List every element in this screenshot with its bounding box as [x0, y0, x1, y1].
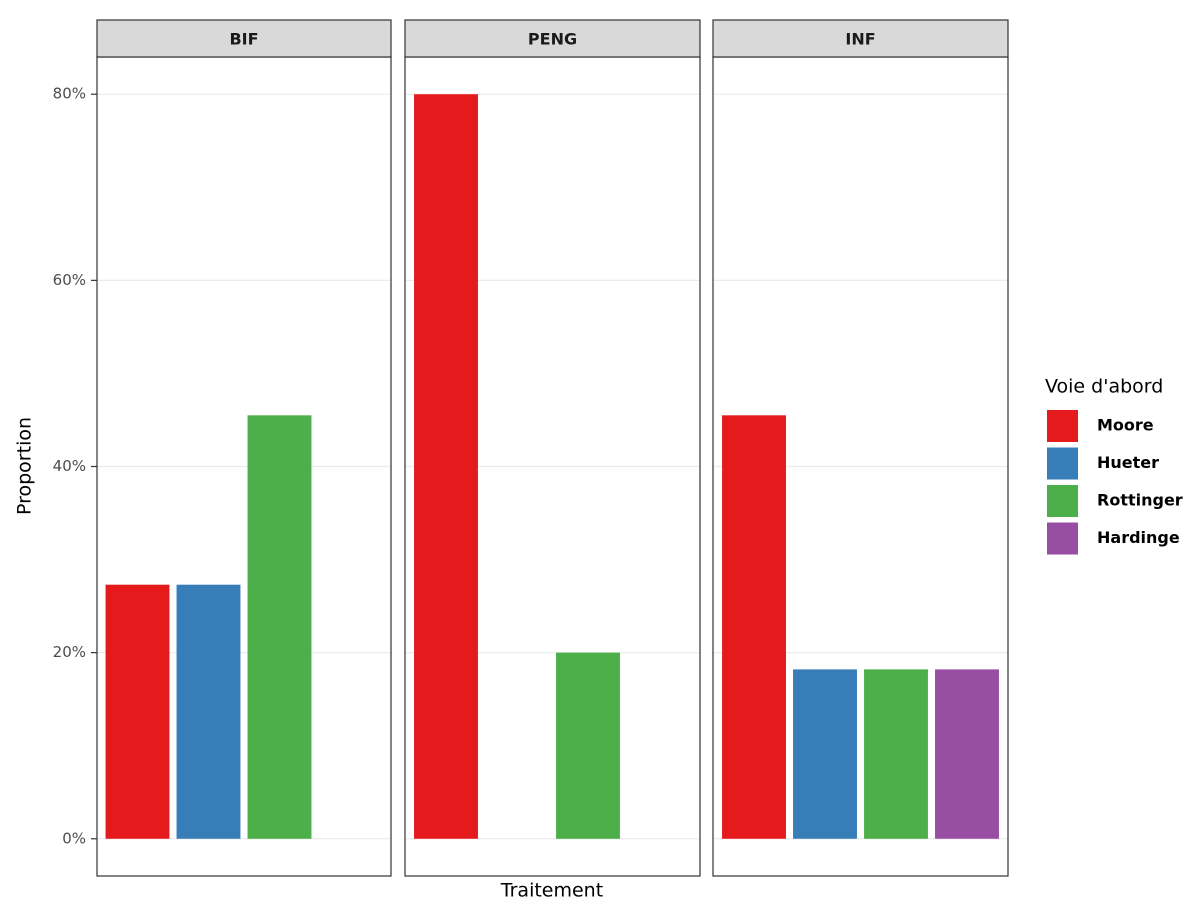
y-tick-label: 60%	[53, 271, 86, 289]
bar	[935, 669, 999, 839]
bar	[247, 415, 312, 839]
bar	[414, 94, 478, 839]
legend-label: Rottinger	[1097, 491, 1183, 510]
facet-strip	[96, 19, 392, 58]
x-axis-label: Traitement	[500, 880, 603, 902]
legend-label: Moore	[1097, 416, 1154, 435]
y-tick-label: 20%	[53, 643, 86, 661]
facet-label: INF	[845, 30, 875, 49]
facet-strip	[404, 19, 701, 58]
bar	[556, 652, 620, 839]
bar	[105, 584, 170, 839]
legend-label: Hueter	[1097, 453, 1159, 472]
facet-strip	[712, 19, 1009, 58]
legend-key	[1047, 522, 1078, 555]
y-tick-label: 40%	[53, 457, 86, 475]
bar	[722, 415, 786, 839]
y-tick-label: 0%	[62, 829, 86, 847]
y-tick-label: 80%	[53, 85, 86, 103]
legend-title: Voie d'abord	[1045, 376, 1163, 398]
facet-label: BIF	[229, 30, 258, 49]
legend-key	[1047, 410, 1078, 442]
facet-label: PENG	[528, 30, 577, 49]
legend-label: Hardinge	[1097, 528, 1180, 547]
bar	[176, 584, 241, 839]
legend-key	[1047, 447, 1078, 480]
y-axis-label: Proportion	[14, 417, 36, 515]
bar	[864, 669, 928, 839]
bar	[793, 669, 857, 839]
legend-key	[1047, 485, 1078, 517]
